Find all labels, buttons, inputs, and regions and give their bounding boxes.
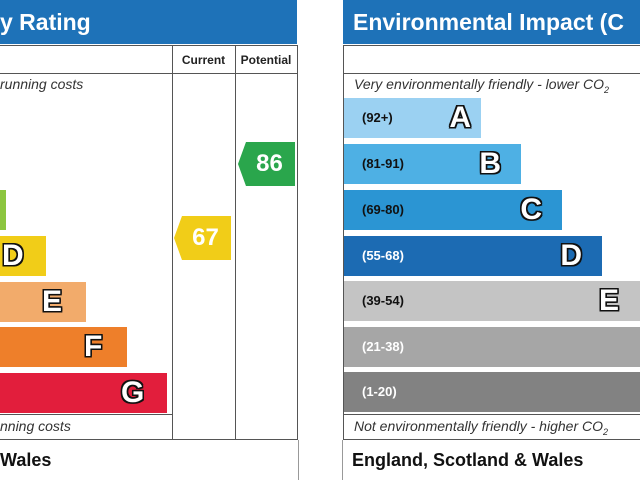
band-label: (92+) xyxy=(362,110,393,125)
footer-divider xyxy=(342,440,343,480)
energy-bar-f: F xyxy=(0,327,127,367)
top-caption-text: Very environmentally friendly - lower CO xyxy=(354,76,605,92)
current-column-header: Current xyxy=(181,53,226,67)
footer-divider xyxy=(298,440,299,480)
potential-column-header: Potential xyxy=(240,53,292,67)
environmental-bar-b: (81-91) B xyxy=(344,144,521,184)
current-column-divider xyxy=(172,45,173,440)
energy-bar-g: G xyxy=(0,373,167,413)
energy-bar-letter: G xyxy=(121,376,145,409)
current-rating-arrow: 67 xyxy=(174,216,231,260)
band-label: (1-20) xyxy=(362,384,397,399)
environmental-bottom-caption: Not environmentally friendly - higher CO… xyxy=(354,418,608,437)
environmental-impact-header: Environmental Impact (C xyxy=(343,0,640,44)
energy-rating-header: y Rating xyxy=(0,0,297,44)
band-letter: E xyxy=(599,284,620,317)
energy-rating-frame xyxy=(0,45,298,440)
environmental-bottom-divider xyxy=(343,414,640,415)
environmental-bar-g: (1-20) xyxy=(344,372,640,412)
potential-column-divider xyxy=(235,45,236,440)
band-label: (21-38) xyxy=(362,339,404,354)
current-rating-value: 67 xyxy=(192,224,219,251)
band-label: (81-91) xyxy=(362,156,404,171)
bottom-caption-text: Not environmentally friendly - higher CO xyxy=(354,418,603,434)
potential-rating-value: 86 xyxy=(256,150,283,177)
environmental-footer: England, Scotland & Wales xyxy=(352,450,584,470)
energy-top-caption: running costs xyxy=(0,76,84,92)
environmental-bar-d: (55-68) D xyxy=(344,236,602,276)
band-letter: D xyxy=(560,239,582,272)
environmental-bar-a: (92+) A xyxy=(344,98,481,138)
band-letter: C xyxy=(520,193,542,226)
energy-bottom-caption: nning costs xyxy=(0,418,71,434)
band-label: (69-80) xyxy=(362,202,404,217)
environmental-bar-f: (21-38) xyxy=(344,327,640,367)
energy-header-divider xyxy=(0,73,297,74)
energy-bar-e: E xyxy=(0,282,86,322)
energy-bar-letter: E xyxy=(42,285,63,318)
environmental-impact-title: Environmental Impact (C xyxy=(353,9,624,35)
bottom-caption-subscript: 2 xyxy=(603,426,609,437)
band-letter: A xyxy=(449,101,471,134)
energy-bar-c xyxy=(0,190,6,230)
environmental-bar-e: (39-54) E xyxy=(344,281,640,321)
energy-bar-d: D xyxy=(0,236,46,276)
energy-rating-title: y Rating xyxy=(0,9,91,35)
environmental-bar-c: (69-80) C xyxy=(344,190,562,230)
potential-rating-arrow: 86 xyxy=(238,142,295,186)
band-label: (39-54) xyxy=(362,293,404,308)
energy-footer: Wales xyxy=(0,450,52,470)
top-caption-subscript: 2 xyxy=(604,84,610,95)
energy-bar-letter: F xyxy=(84,330,103,363)
band-label: (55-68) xyxy=(362,248,404,263)
environmental-header-divider xyxy=(343,73,640,74)
environmental-top-caption: Very environmentally friendly - lower CO… xyxy=(354,76,609,95)
environmental-frame xyxy=(343,45,640,440)
energy-bar-letter: D xyxy=(2,239,24,272)
band-letter: B xyxy=(479,147,501,180)
energy-bottom-divider xyxy=(0,414,172,415)
